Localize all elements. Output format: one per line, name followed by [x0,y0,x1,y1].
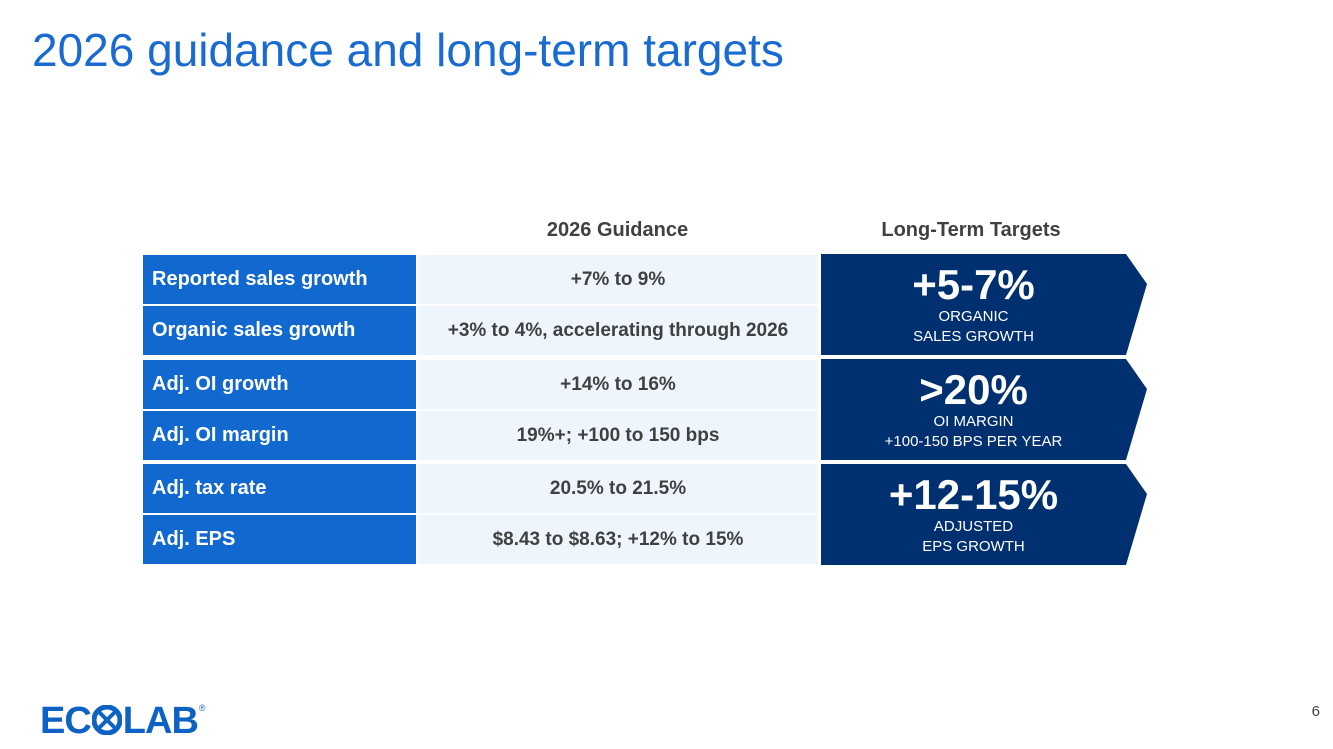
ecolab-logo: EC LAB ® [40,701,206,741]
row-label-reported-sales-growth: Reported sales growth [143,255,416,304]
target-caption-line2: +100-150 BPS PER YEAR [884,432,1063,450]
row-label-organic-sales-growth: Organic sales growth [143,306,416,355]
chevron-shape [821,464,1147,565]
logo-text-part2: LAB [122,700,199,742]
logo-text-part1: EC [40,700,92,742]
row-value-adj-eps: $8.43 to $8.63; +12% to 15% [418,515,818,564]
row-label-adj-eps: Adj. EPS [143,515,416,564]
page-number: 6 [1311,703,1320,720]
target-caption-line1: OI MARGIN [933,412,1014,430]
page-title: 2026 guidance and long-term targets [32,24,784,76]
row-label-adj-oi-growth: Adj. OI growth [143,360,416,409]
target-organic-sales-growth: +5-7% ORGANIC SALES GROWTH [821,254,1147,355]
row-label-adj-oi-margin: Adj. OI margin [143,411,416,460]
chevron-shape [821,254,1147,355]
target-oi-margin: >20% OI MARGIN +100-150 BPS PER YEAR [821,359,1147,460]
row-value-adj-tax-rate: 20.5% to 21.5% [418,464,818,513]
target-caption-line2: SALES GROWTH [913,327,1034,345]
registered-mark: ® [198,703,206,713]
target-value: +12-15% [888,470,1059,518]
target-caption-line1: ORGANIC [938,307,1009,325]
row-value-adj-oi-margin: 19%+; +100 to 150 bps [418,411,818,460]
guidance-column-header: 2026 Guidance [546,219,689,241]
row-value-adj-oi-growth: +14% to 16% [418,360,818,409]
target-value: +5-7% [912,260,1035,308]
long-term-column-header: Long-Term Targets [881,219,1061,241]
target-caption-line1: ADJUSTED [933,517,1014,535]
target-value: >20% [919,365,1028,413]
target-caption-line2: EPS GROWTH [922,537,1025,555]
row-value-organic-sales-growth: +3% to 4%, accelerating through 2026 [418,306,818,355]
target-adjusted-eps-growth: +12-15% ADJUSTED EPS GROWTH [821,464,1147,565]
row-value-reported-sales-growth: +7% to 9% [418,255,818,304]
chevron-shape [821,359,1147,460]
row-label-adj-tax-rate: Adj. tax rate [143,464,416,513]
logo-o-icon [91,704,123,736]
